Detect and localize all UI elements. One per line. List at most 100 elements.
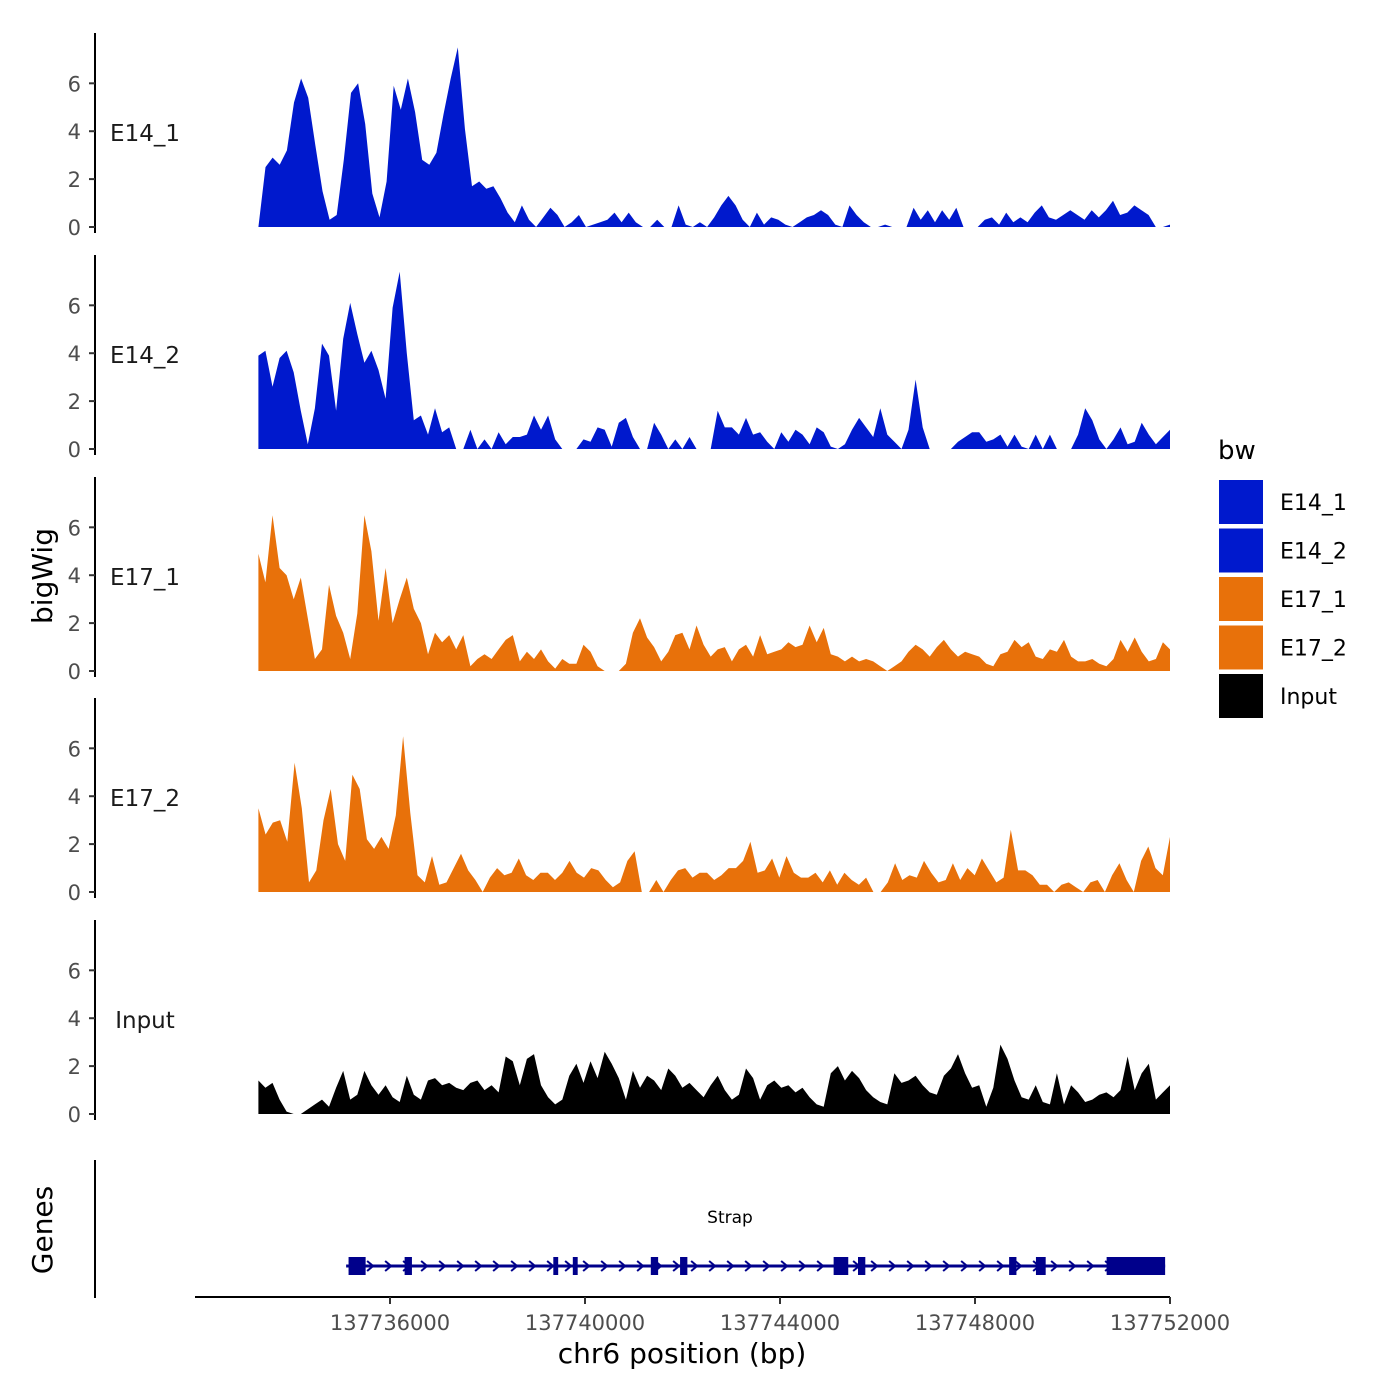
panel-e17-1: 0 2 4 6 E17_1 xyxy=(68,477,1170,684)
strand-arrow xyxy=(618,1260,627,1272)
strand-arrow xyxy=(888,1260,897,1272)
exon xyxy=(572,1257,578,1275)
legend-label: E17_2 xyxy=(1280,637,1347,662)
legend-item: E14_1 xyxy=(1219,480,1347,524)
legend-swatch xyxy=(1219,674,1263,718)
exon xyxy=(833,1257,849,1275)
x-tick-label: 137736000 xyxy=(330,1311,450,1335)
track-label: Input xyxy=(115,1008,175,1034)
y-tick-label: 4 xyxy=(68,120,81,144)
strand-arrow xyxy=(474,1260,483,1272)
strand-arrow xyxy=(816,1260,825,1272)
legend-swatch xyxy=(1219,577,1263,621)
legend-label: E17_1 xyxy=(1280,588,1347,613)
exon xyxy=(680,1257,688,1275)
x-axis-title: chr6 position (bp) xyxy=(558,1337,807,1370)
x-tick-label: 137748000 xyxy=(915,1311,1035,1335)
exon xyxy=(404,1257,412,1275)
gene-name-label: Strap xyxy=(707,1208,753,1228)
x-axis-ticks: 137736000 137740000 137744000 137748000 1377… xyxy=(330,1297,1230,1335)
strand-arrow xyxy=(600,1260,609,1272)
y-tick-label: 0 xyxy=(68,438,81,462)
track-label: E14_2 xyxy=(110,343,180,369)
y-tick-label: 4 xyxy=(68,1007,81,1031)
gene-track-label: Genes xyxy=(26,1186,59,1274)
y-tick-label: 6 xyxy=(68,516,81,540)
strand-arrow xyxy=(1050,1260,1059,1272)
panel-e14-1: 0 2 4 6 E14_1 xyxy=(68,33,1170,240)
panel-input: 0 2 4 6 Input xyxy=(68,920,1170,1127)
strand-arrow xyxy=(744,1260,753,1272)
strand-arrow xyxy=(870,1260,879,1272)
legend: bw E14_1 E14_2 E17_1 E17_2 Input xyxy=(1218,436,1347,718)
y-tick-label: 6 xyxy=(68,294,81,318)
strand-arrow xyxy=(1086,1260,1095,1272)
y-tick-label: 0 xyxy=(68,1103,81,1127)
strand-arrow xyxy=(582,1260,591,1272)
panel-e17-2: 0 2 4 6 E17_2 xyxy=(68,698,1170,905)
strand-arrow xyxy=(924,1260,933,1272)
strand-arrow xyxy=(780,1260,789,1272)
legend-label: Input xyxy=(1280,685,1337,710)
legend-label: E14_1 xyxy=(1280,491,1347,516)
legend-swatch xyxy=(1219,480,1263,524)
exon xyxy=(553,1257,559,1275)
y-tick-label: 6 xyxy=(68,959,81,983)
y-tick-label: 2 xyxy=(68,168,81,192)
y-tick-label: 0 xyxy=(68,660,81,684)
y-tick-label: 0 xyxy=(68,881,81,905)
x-tick-label: 137744000 xyxy=(720,1311,840,1335)
track-panels: 0 2 4 6 E14_1 0 2 4 6 E14_2 0 2 4 6 E17_1 0 2 4 6 E17_2 0 2 4 6… xyxy=(68,33,1170,1127)
track-label: E17_1 xyxy=(110,565,180,591)
x-tick-label: 137740000 xyxy=(525,1311,645,1335)
legend-title: bw xyxy=(1218,436,1256,466)
strand-arrow xyxy=(1014,1260,1023,1272)
strand-arrow xyxy=(1068,1260,1077,1272)
strand-arrow xyxy=(960,1260,969,1272)
y-tick-label: 4 xyxy=(68,785,81,809)
strand-arrow xyxy=(726,1260,735,1272)
y-tick-label: 0 xyxy=(68,216,81,240)
strand-arrow xyxy=(510,1260,519,1272)
exon xyxy=(1035,1257,1046,1275)
y-tick-label: 6 xyxy=(68,72,81,96)
y-tick-label: 4 xyxy=(68,342,81,366)
strand-arrow xyxy=(492,1260,501,1272)
coverage-area-e14-2 xyxy=(258,271,1170,449)
strand-arrow xyxy=(708,1260,717,1272)
strand-arrow xyxy=(636,1260,645,1272)
legend-swatch xyxy=(1219,625,1263,670)
y-tick-label: 2 xyxy=(68,1055,81,1079)
track-label: E14_1 xyxy=(110,121,180,147)
strand-arrow xyxy=(942,1260,951,1272)
y-tick-label: 4 xyxy=(68,564,81,588)
exon xyxy=(650,1257,659,1275)
exon xyxy=(348,1257,366,1275)
strand-arrow xyxy=(384,1260,393,1272)
legend-item: Input xyxy=(1219,674,1337,718)
strand-arrow xyxy=(456,1260,465,1272)
legend-item: E17_2 xyxy=(1219,625,1347,670)
strand-arrow xyxy=(438,1260,447,1272)
strand-arrow xyxy=(528,1260,537,1272)
x-tick-label: 137752000 xyxy=(1110,1311,1230,1335)
legend-swatch xyxy=(1219,528,1263,573)
coverage-area-e17-1 xyxy=(258,515,1170,671)
strand-arrow xyxy=(420,1260,429,1272)
gene-model xyxy=(346,1257,1166,1275)
y-tick-label: 2 xyxy=(68,612,81,636)
y-axis-title: bigWig xyxy=(26,528,59,624)
legend-item: E14_2 xyxy=(1219,528,1347,573)
strand-arrow xyxy=(564,1260,573,1272)
coverage-area-input xyxy=(258,1044,1170,1114)
coverage-area-e17-2 xyxy=(258,736,1170,892)
gene-track: Genes Strap xyxy=(26,1160,1166,1298)
panel-e14-2: 0 2 4 6 E14_2 xyxy=(68,255,1170,462)
exon xyxy=(1009,1257,1017,1275)
strand-arrow xyxy=(906,1260,915,1272)
strand-arrow xyxy=(672,1260,681,1272)
strand-arrow xyxy=(978,1260,987,1272)
y-tick-label: 6 xyxy=(68,737,81,761)
coverage-area-e14-1 xyxy=(258,47,1170,228)
